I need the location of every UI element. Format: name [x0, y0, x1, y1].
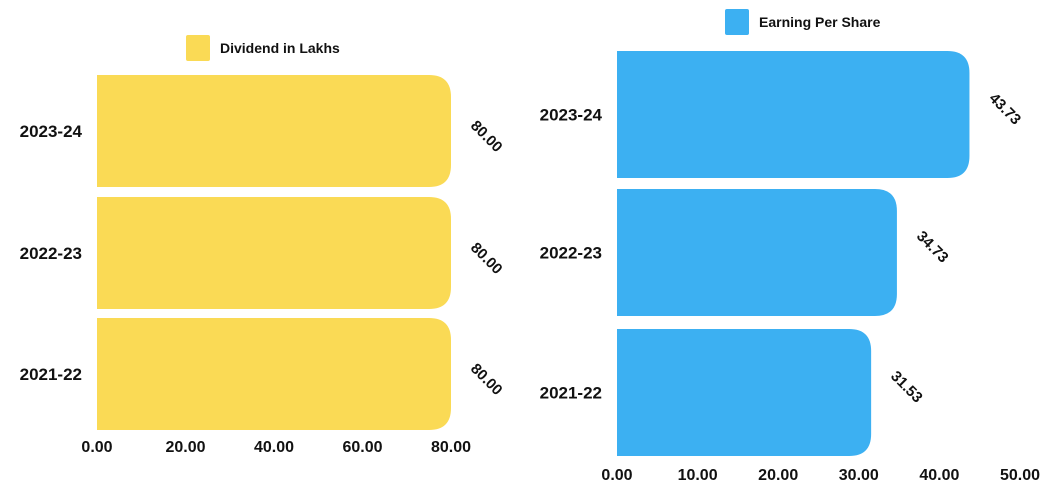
- eps-x-tick-label: 0.00: [601, 467, 632, 484]
- eps-category-label: 2022-23: [540, 244, 602, 263]
- dividend-value-label: 80.00: [467, 239, 506, 278]
- dividend-category-label: 2021-22: [20, 365, 82, 384]
- dividend-bar: [97, 75, 451, 187]
- dividend-legend-swatch: [186, 35, 210, 61]
- eps-x-tick-label: 10.00: [678, 467, 718, 484]
- eps-chart: Earning Per Share 2023-24 43.73 2022-23 34.7…: [520, 0, 1040, 491]
- dividend-value-label: 80.00: [467, 117, 506, 156]
- dividend-value-label: 80.00: [467, 360, 506, 399]
- eps-bar: [617, 51, 970, 178]
- dividend-x-tick-label: 20.00: [165, 439, 205, 456]
- eps-bar: [617, 189, 897, 316]
- dividend-category-label: 2023-24: [20, 122, 83, 141]
- dividend-x-tick-label: 60.00: [342, 439, 382, 456]
- dividend-legend: Dividend in Lakhs: [186, 35, 340, 61]
- eps-x-tick-label: 20.00: [758, 467, 798, 484]
- eps-bar: [617, 329, 872, 456]
- eps-x-tick-label: 40.00: [919, 467, 959, 484]
- dividend-x-tick-label: 0.00: [81, 439, 112, 456]
- eps-category-label: 2023-24: [540, 106, 603, 125]
- eps-chart-svg: Earning Per Share 2023-24 43.73 2022-23 34.7…: [540, 9, 1040, 484]
- eps-category-label: 2021-22: [540, 384, 602, 403]
- dividend-bar: [97, 318, 451, 430]
- eps-legend-label: Earning Per Share: [759, 14, 881, 30]
- dividend-legend-label: Dividend in Lakhs: [220, 40, 340, 56]
- dividend-x-tick-label: 40.00: [254, 439, 294, 456]
- eps-value-label: 31.53: [887, 368, 926, 407]
- eps-x-tick-label: 50.00: [1000, 467, 1040, 484]
- eps-value-label: 34.73: [913, 228, 952, 267]
- dividend-chart-svg: Dividend in Lakhs 2023-24 80.00 2022-23 80.0…: [20, 35, 506, 456]
- eps-legend-swatch: [725, 9, 749, 35]
- eps-value-label: 43.73: [986, 90, 1025, 129]
- dividend-chart: Dividend in Lakhs 2023-24 80.00 2022-23 80.0…: [20, 35, 506, 456]
- dividend-x-tick-label: 80.00: [431, 439, 471, 456]
- eps-legend: Earning Per Share: [725, 9, 881, 35]
- dividend-bar: [97, 197, 451, 309]
- eps-x-tick-label: 30.00: [839, 467, 879, 484]
- dividend-category-label: 2022-23: [20, 244, 82, 263]
